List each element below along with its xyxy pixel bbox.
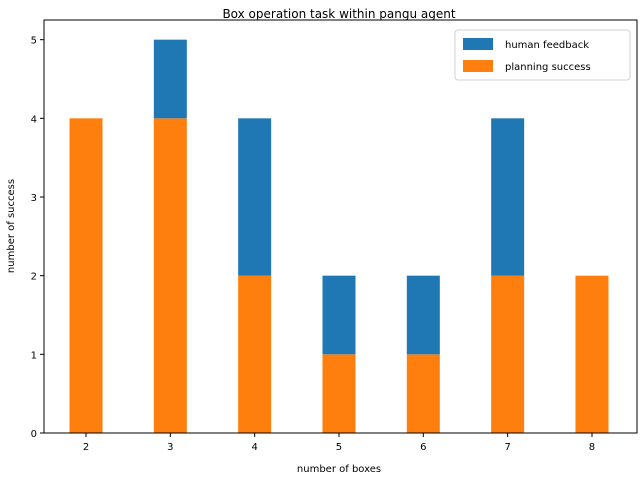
x-tick-label-3: 3 xyxy=(167,442,173,453)
legend-swatch-planning-success xyxy=(463,60,493,72)
y-tick-label-1: 1 xyxy=(31,350,37,361)
plot-frame xyxy=(43,19,638,434)
bar-human-feedback-6 xyxy=(406,275,440,355)
bar-human-feedback-4 xyxy=(238,118,272,276)
y-tick-label-2: 2 xyxy=(31,272,37,283)
bars-group xyxy=(69,39,609,433)
bar-planning-success-7 xyxy=(491,275,525,433)
bar-planning-success-4 xyxy=(238,275,272,433)
legend-label-planning-success: planning success xyxy=(505,62,591,73)
legend-label-human-feedback: human feedback xyxy=(505,40,589,51)
x-tick-label-6: 6 xyxy=(420,442,426,453)
bar-planning-success-8 xyxy=(575,275,609,433)
y-axis-ticks: 0 1 2 3 4 5 xyxy=(31,36,44,440)
x-axis-ticks: 2 3 4 5 6 7 8 xyxy=(83,433,595,453)
y-tick-label-5: 5 xyxy=(31,36,37,47)
y-tick-label-3: 3 xyxy=(31,193,37,204)
x-tick-label-5: 5 xyxy=(336,442,342,453)
x-tick-label-7: 7 xyxy=(504,442,510,453)
bar-planning-success-5 xyxy=(322,354,356,433)
bar-human-feedback-3 xyxy=(153,39,187,119)
x-axis-label: number of boxes xyxy=(297,464,381,475)
bar-planning-success-2 xyxy=(69,118,103,433)
bar-planning-success-6 xyxy=(406,354,440,433)
legend-swatch-human-feedback xyxy=(463,38,493,50)
legend: human feedback planning success xyxy=(454,29,631,81)
x-tick-label-8: 8 xyxy=(589,442,595,453)
bar-planning-success-3 xyxy=(153,118,187,433)
x-tick-label-2: 2 xyxy=(83,442,89,453)
y-tick-label-4: 4 xyxy=(31,114,37,125)
chart-title: Box operation task within pangu agent xyxy=(222,7,455,21)
legend-box xyxy=(454,29,631,81)
bar-human-feedback-7 xyxy=(491,118,525,276)
y-tick-label-0: 0 xyxy=(31,429,37,440)
y-axis-label: number of success xyxy=(6,179,17,273)
x-tick-label-4: 4 xyxy=(251,442,257,453)
bar-human-feedback-5 xyxy=(322,275,356,355)
